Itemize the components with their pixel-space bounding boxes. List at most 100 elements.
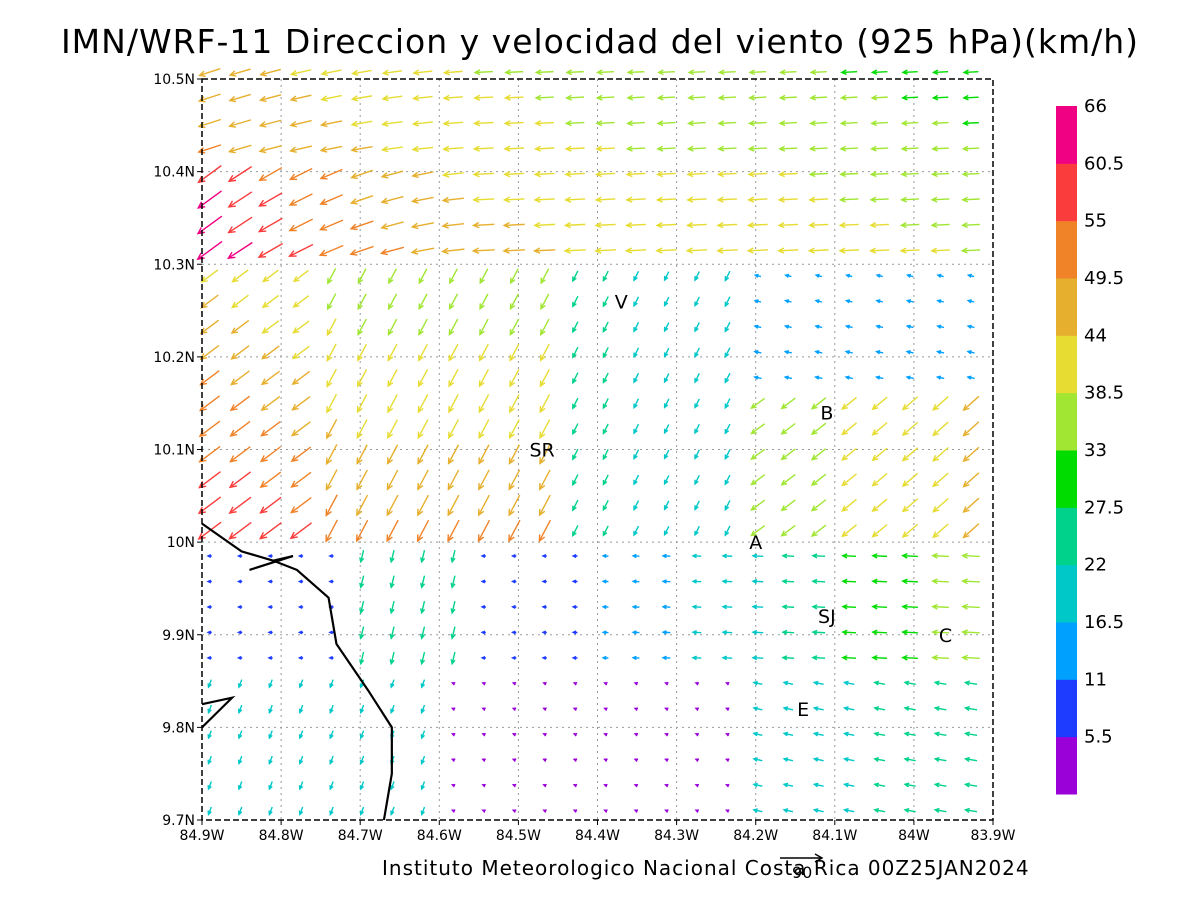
wind-arrow (812, 706, 824, 711)
wind-arrow (387, 293, 398, 311)
wind-arrow (207, 730, 212, 740)
wind-arrow (752, 757, 763, 762)
wind-arrow (289, 497, 312, 514)
wind-arrow (811, 578, 826, 585)
wind-arrow (626, 120, 645, 127)
wind-arrow (932, 447, 949, 462)
wind-arrow (657, 69, 675, 76)
wind-arrow (325, 494, 338, 517)
wind-arrow (875, 350, 884, 355)
wind-arrow (387, 368, 398, 388)
wind-arrow (200, 269, 219, 283)
wind-arrow (603, 809, 608, 813)
wind-arrow (539, 419, 551, 440)
wind-arrow (540, 268, 550, 285)
wind-arrow (329, 755, 334, 766)
wind-arrow (724, 347, 731, 359)
wind-arrow (258, 166, 283, 182)
wind-arrow (479, 318, 489, 336)
wind-arrow (747, 196, 768, 203)
wind-arrow (448, 293, 459, 311)
wind-arrow (961, 552, 980, 559)
wind-arrow (694, 347, 700, 358)
wind-arrow (511, 707, 517, 712)
wind-arrow (298, 704, 304, 715)
wind-arrow (626, 94, 645, 101)
wind-arrow (839, 171, 859, 178)
colorbar-segment (1056, 163, 1077, 222)
wind-arrow (477, 519, 491, 543)
wind-arrow (594, 171, 616, 178)
wind-arrow (633, 809, 639, 813)
wind-arrow (481, 682, 486, 686)
wind-arrow (750, 499, 766, 511)
wind-arrow (691, 579, 702, 584)
wind-arrow (540, 318, 550, 336)
wind-arrow (541, 605, 547, 609)
wind-arrow (509, 268, 519, 285)
wind-arrow (207, 679, 212, 689)
wind-arrow (961, 654, 980, 661)
wind-arrow (631, 630, 640, 635)
wind-arrow (564, 120, 585, 127)
wind-arrow (262, 269, 279, 283)
wind-arrow (780, 448, 796, 461)
wind-arrow (448, 318, 459, 336)
wind-arrow (572, 372, 579, 385)
wind-arrow (633, 296, 640, 308)
wind-arrow (841, 629, 857, 636)
wind-arrow (871, 604, 888, 610)
wind-arrow (328, 554, 334, 559)
wind-arrow (411, 94, 433, 102)
wind-arrow (661, 604, 671, 610)
wind-arrow (298, 730, 304, 740)
wind-arrow (259, 496, 282, 514)
wind-arrow (261, 320, 280, 334)
wind-arrow (356, 444, 368, 465)
wind-arrow (633, 732, 639, 737)
wind-arrow (724, 474, 731, 486)
wind-arrow (206, 655, 212, 660)
wind-arrow (503, 145, 524, 152)
wind-arrow (903, 756, 916, 762)
wind-arrow (206, 630, 212, 635)
wind-arrow (839, 120, 858, 127)
wind-arrow (841, 578, 857, 585)
wind-arrow (874, 375, 884, 380)
wind-arrow (842, 782, 855, 788)
wind-arrow (326, 293, 337, 311)
wind-arrow (751, 553, 764, 559)
wind-arrow (664, 809, 669, 813)
wind-arrow (387, 419, 399, 440)
wind-arrow (716, 247, 738, 254)
wind-arrow (292, 269, 309, 283)
wind-arrow (420, 550, 426, 564)
wind-arrow (663, 475, 670, 486)
wind-arrow (199, 319, 220, 335)
wind-arrow (875, 273, 883, 278)
wind-arrow (380, 195, 404, 205)
wind-arrow (508, 469, 521, 491)
wind-arrow (325, 519, 338, 543)
wind-arrow (901, 629, 918, 636)
wind-arrow (625, 171, 646, 178)
wind-arrow (686, 171, 707, 178)
wind-arrow (411, 145, 434, 153)
wind-arrow (777, 247, 799, 254)
wind-arrow (410, 196, 434, 204)
wind-arrow (932, 396, 949, 411)
wind-arrow (417, 419, 429, 440)
wind-arrow (227, 191, 253, 208)
wind-arrow (933, 706, 947, 712)
wind-arrow (841, 447, 857, 461)
wind-arrow (962, 523, 980, 539)
wind-arrow (633, 783, 639, 788)
wind-arrow (325, 444, 338, 466)
colorbar-segment (1056, 564, 1077, 623)
wind-arrow (753, 299, 762, 304)
wind-arrow (417, 394, 429, 414)
wind-arrow (359, 781, 365, 791)
wind-arrow (694, 500, 700, 511)
wind-arrow (633, 321, 640, 333)
wind-arrow (259, 471, 282, 489)
